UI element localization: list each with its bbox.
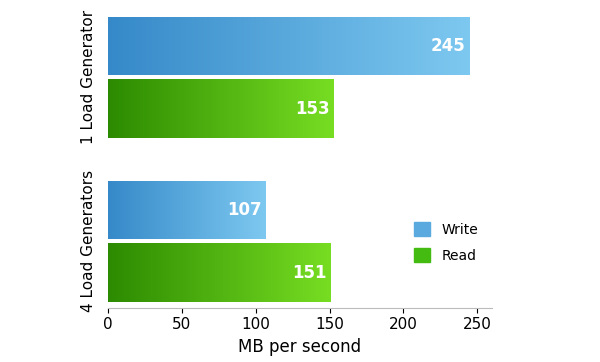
Legend: Write, Read: Write, Read	[407, 215, 485, 270]
Text: 153: 153	[295, 100, 329, 118]
Text: 245: 245	[431, 37, 466, 55]
Text: 151: 151	[292, 264, 326, 282]
Text: 1 Load Generator: 1 Load Generator	[82, 10, 97, 144]
Text: 107: 107	[227, 201, 262, 219]
Text: 4 Load Generators: 4 Load Generators	[82, 170, 97, 312]
X-axis label: MB per second: MB per second	[238, 338, 362, 356]
